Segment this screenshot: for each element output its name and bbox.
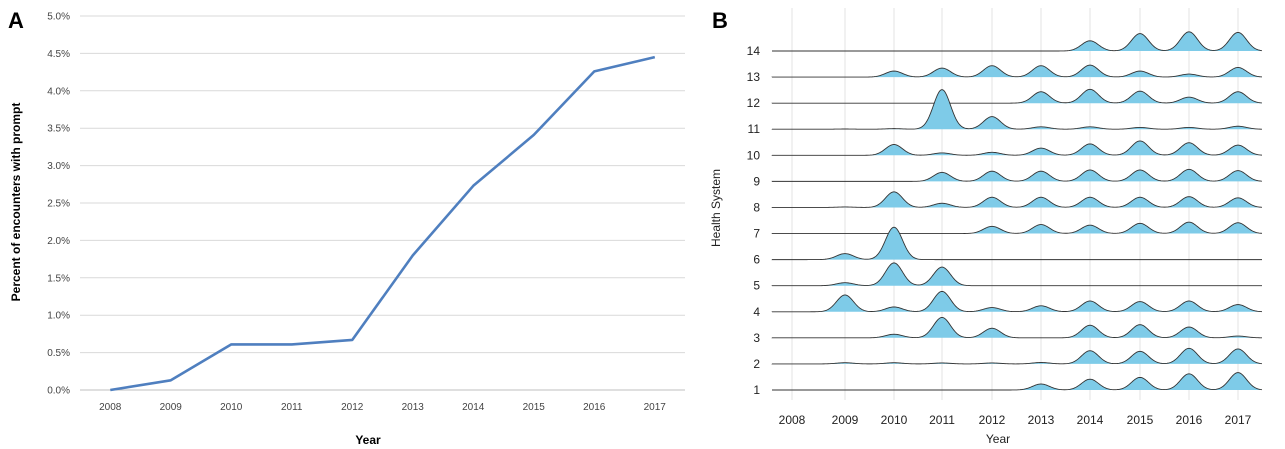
panel-b-x-ticks: 2008 2009 2010 2011 2012 2013 2014 2015 2016 2017 [779,413,1252,427]
panel-a-x-ticks: 2008 2009 2010 2011 2012 2013 2014 2015 2016 2017 [99,402,666,413]
ridge-outline-13 [771,64,1263,78]
y-tick-label: 2.0% [47,236,70,247]
y-tick-label: 2 [753,357,760,371]
y-tick-label: 5.0% [47,12,70,23]
ridge-1 [772,372,1262,390]
x-tick-label: 2011 [281,402,303,413]
y-tick-label: 12 [747,96,761,110]
x-tick-label: 2009 [832,413,859,427]
ridge-outline-9 [771,168,1263,182]
y-tick-label: 11 [748,122,761,136]
ridge-8 [772,191,1262,208]
x-tick-label: 2014 [1077,413,1104,427]
x-tick-label: 2015 [1127,413,1154,427]
ridge-outline-2 [771,347,1263,365]
ridge-4 [772,291,1262,312]
y-tick-label: 14 [747,44,761,58]
panel-b-gridlines [791,8,1239,400]
x-tick-label: 2017 [644,402,667,413]
panel-a-gridlines [80,15,685,391]
x-tick-label: 2008 [779,413,806,427]
panel-a: A 0.0% 0.5% 1.0% 1.5% 2.0% 2.5% 3.0% 3.5% 4.0% 4.… [8,8,685,447]
y-tick-label: 3.5% [47,124,70,135]
x-tick-label: 2008 [99,402,122,413]
panel-a-series [110,55,656,392]
ridge-outline-7 [771,221,1263,234]
ridge-outline-5 [771,262,1262,287]
y-tick-label: 1.5% [47,273,70,284]
panel-a-y-ticks: 0.0% 0.5% 1.0% 1.5% 2.0% 2.5% 3.0% 3.5% 4.0% 4.5%… [47,12,70,397]
x-tick-label: 2012 [341,402,364,413]
panel-a-x-axis-title: Year [355,433,381,447]
y-tick-label: 3 [753,331,760,345]
x-tick-label: 2013 [402,402,425,413]
ridge-3 [772,317,1262,338]
y-tick-label: 4.5% [47,49,70,60]
series-line [110,55,656,392]
panel-b-x-axis-title: Year [986,432,1010,446]
ridge-9 [772,169,1262,182]
ridge-outline-12 [771,88,1263,104]
x-tick-label: 2013 [1028,413,1055,427]
ridge-2 [772,348,1262,364]
panel-b-ridges [771,31,1263,391]
y-tick-label: 5 [753,279,760,293]
ridge-outline-1 [772,372,1263,391]
ridge-6 [772,227,1262,260]
ridge-13 [772,65,1262,78]
ridge-outline-14 [772,31,1263,52]
x-tick-label: 2011 [929,413,955,427]
panel-b-y-axis-title: Health System [709,169,723,247]
y-tick-label: 6 [753,253,760,267]
ridge-outline-8 [771,191,1263,208]
panel-a-y-axis-title: Percent of encounters with prompt [9,103,23,302]
ridge-outline-10 [771,140,1263,156]
y-tick-label: 13 [747,70,761,84]
panel-a-label: A [8,8,24,33]
ridge-7 [772,222,1262,234]
x-tick-label: 2016 [1176,413,1203,427]
y-tick-label: 1.0% [47,311,70,322]
ridge-12 [772,89,1262,104]
x-tick-label: 2014 [462,402,485,413]
y-tick-label: 4 [753,305,760,319]
y-tick-label: 0.0% [47,386,70,397]
y-tick-label: 7 [753,227,760,241]
ridge-outline-3 [771,316,1263,339]
x-tick-label: 2015 [523,402,546,413]
y-tick-label: 10 [747,148,761,162]
y-tick-label: 1 [753,383,760,397]
x-tick-label: 2017 [1225,413,1252,427]
y-tick-label: 2.5% [47,199,70,210]
x-tick-label: 2016 [583,402,606,413]
panel-b-label: B [712,8,728,33]
ridge-outline-6 [771,226,1262,261]
y-tick-label: 9 [753,174,760,188]
y-tick-label: 3.0% [47,161,70,172]
ridge-14 [772,31,1262,51]
x-tick-label: 2009 [160,402,183,413]
y-tick-label: 0.5% [47,348,70,359]
x-tick-label: 2010 [881,413,908,427]
x-tick-label: 2012 [979,413,1006,427]
y-tick-label: 4.0% [47,86,70,97]
ridge-5 [772,262,1262,286]
ridge-outline-4 [771,290,1263,313]
ridge-10 [772,140,1262,156]
ridge-outline-11 [771,89,1263,130]
x-tick-label: 2010 [220,402,243,413]
y-tick-label: 8 [753,200,760,214]
